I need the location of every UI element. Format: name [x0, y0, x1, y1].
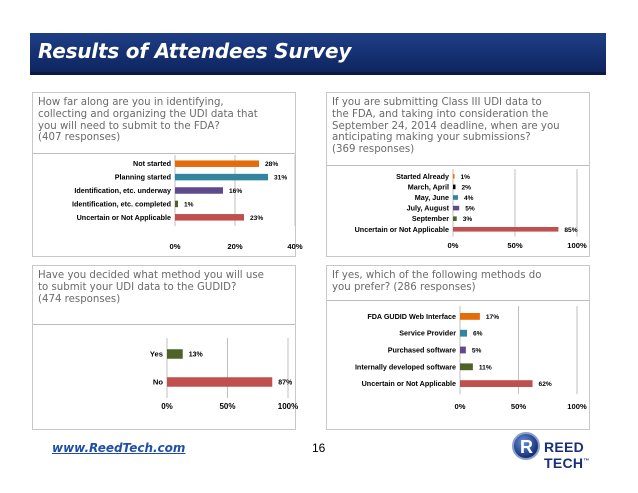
- bar: [175, 200, 178, 208]
- question-3: Have you decided what method you will us…: [38, 270, 264, 305]
- survey-panel-1: How far along are you in identifying, co…: [32, 92, 303, 257]
- category-label: No: [153, 378, 163, 387]
- bar: [453, 216, 457, 221]
- x-tick-label: 50%: [511, 402, 526, 411]
- x-tick-label: 0%: [161, 402, 173, 411]
- x-tick-label: 0%: [170, 242, 181, 251]
- category-label: Identification, etc. completed: [72, 199, 171, 208]
- x-tick-label: 0%: [455, 402, 466, 411]
- bar: [460, 313, 480, 320]
- bar: [460, 380, 533, 387]
- chart-1: 0% 20% 40% Not started 28% Planning started 31…: [72, 155, 303, 251]
- x-tick-label: 50%: [507, 241, 522, 250]
- page-number: 16: [312, 441, 326, 455]
- bar: [175, 173, 268, 181]
- x-tick-label: 100%: [278, 402, 298, 411]
- category-label: Uncertain or Not Applicable: [362, 379, 456, 388]
- logo-trademark: ™: [583, 458, 590, 465]
- question-separator-4: [327, 300, 589, 301]
- chart-4: 0% 50% 100% FDA GUDID Web Interface 17% Servi…: [355, 306, 587, 411]
- category-label: May, June: [415, 193, 449, 202]
- category-label: Identification, etc. underway: [74, 186, 171, 195]
- data-label: 31%: [274, 175, 287, 182]
- data-label: 85%: [564, 227, 577, 234]
- x-tick-label: 0%: [448, 241, 459, 250]
- category-label: July, August: [407, 204, 450, 213]
- category-label: Not started: [133, 159, 171, 168]
- data-label: 2%: [461, 184, 471, 191]
- question-separator-3: [33, 324, 295, 325]
- bar: [453, 174, 455, 179]
- category-label: Service Provider: [399, 329, 456, 338]
- question-separator-2: [327, 165, 589, 166]
- data-label: 5%: [465, 206, 475, 213]
- category-label: Internally developed software: [355, 362, 456, 371]
- data-label: 3%: [463, 216, 473, 223]
- category-label: Yes: [150, 350, 163, 359]
- x-tick-label: 100%: [567, 402, 587, 411]
- survey-panel-3: Have you decided what method you will us…: [32, 265, 298, 430]
- logo-wordmark: REED TECH™: [544, 439, 612, 471]
- data-label: 16%: [229, 188, 242, 195]
- category-label: Purchased software: [388, 346, 456, 355]
- bar: [453, 205, 460, 211]
- data-label: 4%: [464, 195, 474, 202]
- survey-panel-4: If yes, which of the following methods d…: [326, 265, 590, 430]
- bar: [460, 329, 468, 337]
- data-label: 6%: [473, 331, 483, 338]
- logo-mark: R: [520, 437, 533, 457]
- category-label: September: [412, 214, 449, 223]
- data-label: 5%: [472, 348, 482, 355]
- bar: [453, 227, 559, 232]
- question-separator-1: [33, 153, 295, 154]
- data-label: 1%: [184, 201, 194, 208]
- data-label: 87%: [278, 380, 293, 387]
- x-tick-label: 40%: [287, 242, 302, 251]
- slide-title: Results of Attendees Survey: [38, 39, 352, 63]
- bar: [175, 187, 223, 194]
- data-label: 62%: [539, 381, 552, 388]
- category-label: Uncertain or Not Applicable: [77, 213, 171, 222]
- bar: [175, 160, 259, 167]
- reedtech-link[interactable]: www.ReedTech.com: [52, 441, 186, 455]
- data-label: 13%: [189, 352, 204, 359]
- bar: [167, 377, 273, 387]
- data-label: 17%: [486, 314, 499, 321]
- question-4: If yes, which of the following methods d…: [332, 270, 542, 293]
- question-1: How far along are you in identifying, co…: [38, 97, 258, 144]
- category-label: Started Already: [396, 172, 449, 181]
- x-tick-label: 20%: [227, 242, 242, 251]
- survey-panel-2: If you are submitting Class III UDI data…: [326, 92, 590, 257]
- bar: [453, 184, 456, 190]
- x-tick-label: 100%: [567, 241, 587, 250]
- chart-3: 0% 50% 100% Yes 13% No 87%: [150, 338, 298, 411]
- question-2: If you are submitting Class III UDI data…: [332, 97, 560, 156]
- bar: [175, 214, 244, 221]
- category-label: FDA GUDID Web Interface: [367, 312, 456, 321]
- category-label: Planning started: [115, 173, 171, 182]
- data-label: 11%: [479, 364, 492, 371]
- bar: [460, 363, 473, 371]
- data-label: 28%: [265, 161, 278, 168]
- x-tick-label: 50%: [219, 402, 235, 411]
- chart-2: 0% 50% 100% Started Already 1% March, April 2%…: [355, 169, 587, 250]
- category-label: Uncertain or Not Applicable: [355, 225, 449, 234]
- logo-text: REED TECH: [544, 439, 585, 471]
- category-label: March, April: [408, 182, 449, 191]
- data-label: 23%: [250, 215, 263, 222]
- bar: [460, 346, 466, 354]
- reedtech-logo: R REED TECH™: [512, 432, 612, 471]
- data-label: 1%: [461, 174, 471, 181]
- logo-circle-icon: R: [512, 432, 540, 460]
- bar: [453, 195, 458, 200]
- bar: [167, 349, 183, 359]
- title-bar: Results of Attendees Survey: [30, 33, 606, 75]
